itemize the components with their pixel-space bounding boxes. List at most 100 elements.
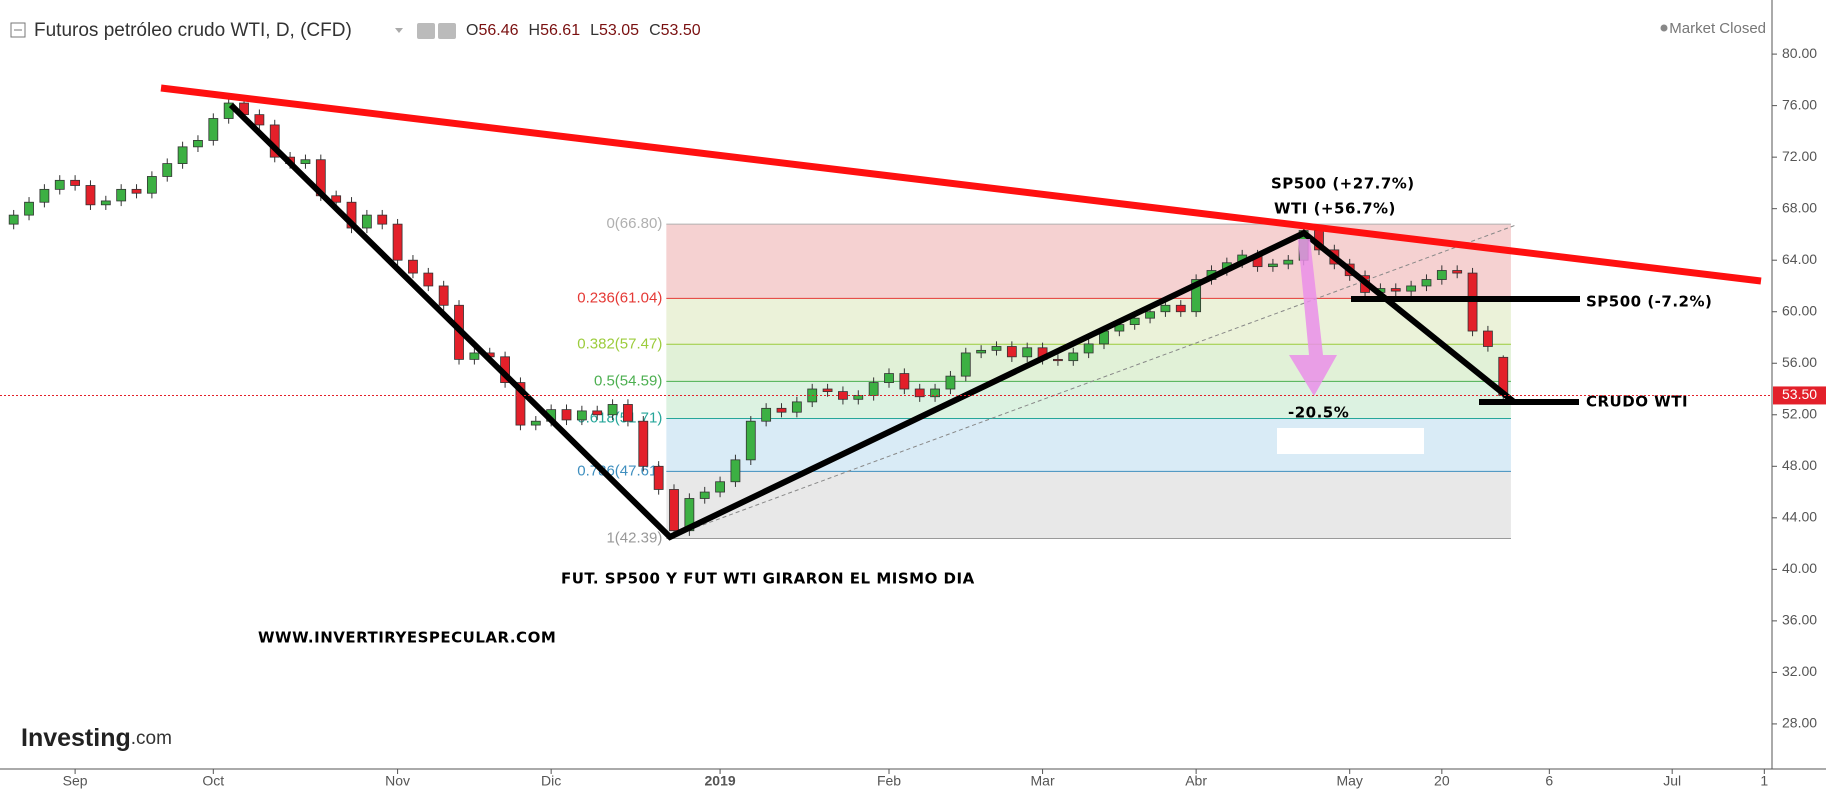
fib-label: 0(66.80) bbox=[606, 215, 662, 232]
y-tick-label: 72.00 bbox=[1782, 148, 1817, 164]
ohlc: O56.46 H56.61 L53.05 C53.50 bbox=[466, 22, 701, 39]
x-tick-label: Nov bbox=[385, 773, 410, 789]
ohlc-value: 56.61 bbox=[540, 22, 580, 39]
ohlc-item: C53.50 bbox=[649, 22, 701, 39]
y-tick-label: 80.00 bbox=[1782, 45, 1817, 61]
fibonacci: 0(66.80) 0.236(61.04) 0.382(57.47) 0.5(54.5… bbox=[577, 215, 1511, 547]
axes: 28.00 32.00 36.00 40.00 44.00 48.00 52.00 56.00… bbox=[0, 45, 1826, 789]
candle-body bbox=[868, 382, 879, 396]
settings-icon[interactable] bbox=[438, 23, 456, 39]
ohlc-item: O56.46 bbox=[466, 22, 519, 39]
candle-body bbox=[1406, 285, 1417, 292]
candle-body bbox=[638, 420, 649, 467]
candle-body bbox=[791, 401, 802, 413]
candle-body bbox=[392, 223, 403, 261]
candle-body bbox=[730, 459, 741, 483]
ohlc-key: H bbox=[529, 22, 541, 39]
candle-body bbox=[1022, 347, 1033, 358]
candle-body bbox=[193, 140, 203, 148]
fib-label: 0.236(61.04) bbox=[577, 289, 662, 306]
candle-body bbox=[131, 188, 142, 194]
red-trendline bbox=[160, 84, 1762, 285]
candle-body bbox=[208, 118, 219, 141]
market-status: Market Closed bbox=[1669, 20, 1766, 37]
logo-brand: Investing bbox=[21, 724, 131, 752]
status-dot bbox=[1660, 24, 1668, 32]
x-tick-label: Feb bbox=[877, 773, 901, 789]
candle-body bbox=[776, 407, 787, 413]
ohlc-value: 53.05 bbox=[599, 22, 639, 39]
logo-suffix: .com bbox=[131, 728, 172, 749]
candle-body bbox=[1191, 279, 1202, 313]
candle-body bbox=[592, 410, 603, 416]
candle-body bbox=[515, 382, 526, 426]
y-tick-label: 68.00 bbox=[1782, 199, 1817, 215]
candle-body bbox=[623, 404, 633, 422]
dropdown-icon[interactable] bbox=[395, 28, 403, 33]
fib-label: 0.618(51.71) bbox=[577, 409, 662, 426]
ohlc-value: 53.50 bbox=[661, 22, 701, 39]
candle-body bbox=[1390, 288, 1401, 292]
ohlc-key: L bbox=[590, 22, 599, 39]
y-tick-label: 40.00 bbox=[1782, 560, 1817, 576]
candle-body bbox=[1083, 343, 1094, 354]
candle-body bbox=[930, 388, 940, 398]
x-tick-label: 20 bbox=[1434, 773, 1450, 789]
drop-arrow bbox=[1289, 239, 1337, 396]
candle-body bbox=[1145, 311, 1155, 319]
candle-body bbox=[254, 114, 265, 126]
last-price-box bbox=[1773, 386, 1826, 405]
candle-body bbox=[377, 214, 388, 225]
candle-body bbox=[976, 349, 987, 354]
candle-body bbox=[991, 346, 1002, 351]
annotation: SP500 (-7.2%) bbox=[1586, 293, 1712, 311]
x-tick-label: Sep bbox=[63, 773, 88, 789]
fib-label: 0.786(47.61) bbox=[577, 462, 662, 479]
candle-body bbox=[70, 179, 81, 186]
y-tick-label: 36.00 bbox=[1782, 612, 1817, 628]
fib-zone bbox=[666, 471, 1511, 539]
x-tick-label: Mar bbox=[1031, 773, 1055, 789]
y-tick-label: 52.00 bbox=[1782, 405, 1817, 421]
eye-icon[interactable] bbox=[417, 23, 435, 39]
candle-body bbox=[899, 373, 910, 390]
candle-body bbox=[8, 214, 19, 225]
y-tick-label: 44.00 bbox=[1782, 509, 1817, 525]
black-trendline bbox=[228, 102, 1516, 541]
x-tick-label: May bbox=[1336, 773, 1362, 789]
last-price-label: 53.50 bbox=[1782, 386, 1817, 402]
logo: Investing.com bbox=[21, 724, 172, 752]
candle-body bbox=[669, 489, 679, 532]
chart-title: Futuros petróleo crudo WTI, D, (CFD) bbox=[34, 20, 352, 41]
candle-body bbox=[162, 163, 173, 177]
candle-body bbox=[1268, 263, 1278, 268]
candle-body bbox=[1006, 346, 1017, 358]
candle-body bbox=[761, 407, 772, 422]
candle-body bbox=[699, 491, 710, 499]
fib-label: 0.5(54.59) bbox=[594, 372, 662, 389]
candle-body bbox=[177, 146, 188, 164]
candle-body bbox=[331, 195, 342, 203]
candle-body bbox=[408, 259, 418, 274]
candle-body bbox=[1452, 270, 1463, 274]
candle-body bbox=[914, 388, 925, 398]
candle-body bbox=[438, 285, 449, 306]
y-tick-label: 32.00 bbox=[1782, 663, 1817, 679]
fib-label: 1(42.39) bbox=[606, 530, 662, 547]
ohlc-value: 56.46 bbox=[478, 22, 518, 39]
collapse-icon[interactable] bbox=[10, 22, 26, 38]
fib-zone bbox=[666, 381, 1511, 419]
y-tick-label: 76.00 bbox=[1782, 96, 1817, 112]
y-tick-label: 60.00 bbox=[1782, 302, 1817, 318]
y-tick-label: 28.00 bbox=[1782, 715, 1817, 731]
candle-body bbox=[1129, 317, 1140, 326]
candle-body bbox=[1068, 352, 1079, 362]
candle-body bbox=[745, 420, 756, 461]
annotation: FUT. SP500 Y FUT WTI GIRARON EL MISMO DI… bbox=[561, 570, 975, 588]
candle-body bbox=[1053, 358, 1063, 362]
candle-body bbox=[469, 352, 480, 360]
fib-label: 0.382(57.47) bbox=[577, 335, 662, 352]
candle-body bbox=[85, 185, 96, 206]
x-tick-label: Dic bbox=[541, 773, 561, 789]
